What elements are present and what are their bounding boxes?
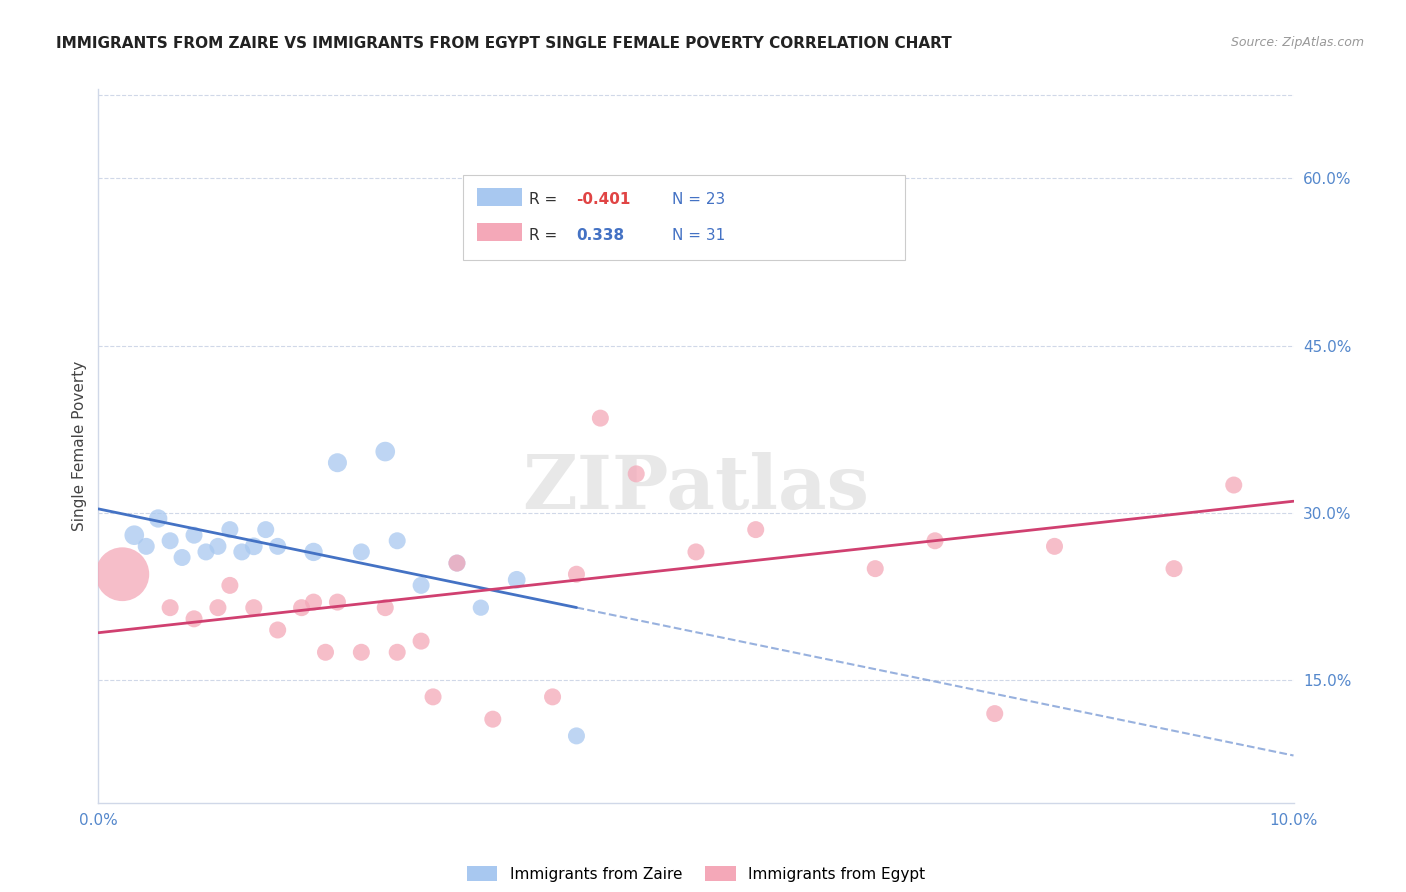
Point xyxy=(243,539,266,553)
Point xyxy=(411,634,433,648)
Point xyxy=(219,578,242,592)
Point xyxy=(124,528,146,542)
Point xyxy=(374,600,396,615)
Y-axis label: Single Female Poverty: Single Female Poverty xyxy=(72,361,87,531)
Point xyxy=(291,600,314,615)
Point xyxy=(481,712,505,726)
Point xyxy=(541,690,564,704)
Point xyxy=(411,578,433,592)
Point xyxy=(1043,539,1066,553)
Text: -0.401: -0.401 xyxy=(576,193,631,207)
Point xyxy=(506,573,529,587)
Point xyxy=(207,539,229,553)
Text: 0.338: 0.338 xyxy=(576,228,624,243)
Point xyxy=(302,545,325,559)
Point xyxy=(326,456,349,470)
Point xyxy=(446,556,468,570)
Point xyxy=(374,444,396,458)
Point xyxy=(984,706,1007,721)
Point xyxy=(254,523,277,537)
Point xyxy=(135,539,157,553)
Point xyxy=(565,567,588,582)
Text: R =: R = xyxy=(529,193,562,207)
Point xyxy=(219,523,242,537)
Point xyxy=(243,600,266,615)
Point xyxy=(865,562,887,576)
Text: N = 23: N = 23 xyxy=(672,193,725,207)
Point xyxy=(745,523,768,537)
Point xyxy=(804,221,827,235)
Text: N = 31: N = 31 xyxy=(672,228,725,243)
Point xyxy=(924,533,946,548)
Text: ZIPatlas: ZIPatlas xyxy=(523,452,869,525)
Text: R =: R = xyxy=(529,228,567,243)
Point xyxy=(159,600,181,615)
Point xyxy=(159,533,181,548)
Point xyxy=(195,545,218,559)
Point xyxy=(589,411,612,425)
Text: IMMIGRANTS FROM ZAIRE VS IMMIGRANTS FROM EGYPT SINGLE FEMALE POVERTY CORRELATION: IMMIGRANTS FROM ZAIRE VS IMMIGRANTS FROM… xyxy=(56,36,952,51)
Point xyxy=(565,729,588,743)
Point xyxy=(626,467,648,481)
Point xyxy=(350,545,373,559)
Point xyxy=(207,600,229,615)
Point xyxy=(422,690,444,704)
Legend: Immigrants from Zaire, Immigrants from Egypt: Immigrants from Zaire, Immigrants from E… xyxy=(461,860,931,888)
Point xyxy=(111,567,134,582)
Point xyxy=(148,511,170,525)
Point xyxy=(183,528,205,542)
Point xyxy=(385,533,409,548)
FancyBboxPatch shape xyxy=(477,187,522,205)
Point xyxy=(172,550,194,565)
Point xyxy=(326,595,349,609)
Point xyxy=(302,595,325,609)
Point xyxy=(1163,562,1185,576)
Point xyxy=(267,623,290,637)
Text: Source: ZipAtlas.com: Source: ZipAtlas.com xyxy=(1230,36,1364,49)
FancyBboxPatch shape xyxy=(477,223,522,241)
Point xyxy=(315,645,337,659)
Point xyxy=(446,556,468,570)
Point xyxy=(685,545,707,559)
Point xyxy=(385,645,409,659)
Point xyxy=(1223,478,1246,492)
Point xyxy=(267,539,290,553)
Point xyxy=(470,600,492,615)
Point xyxy=(350,645,373,659)
Point xyxy=(183,612,205,626)
Point xyxy=(231,545,253,559)
FancyBboxPatch shape xyxy=(463,175,905,260)
